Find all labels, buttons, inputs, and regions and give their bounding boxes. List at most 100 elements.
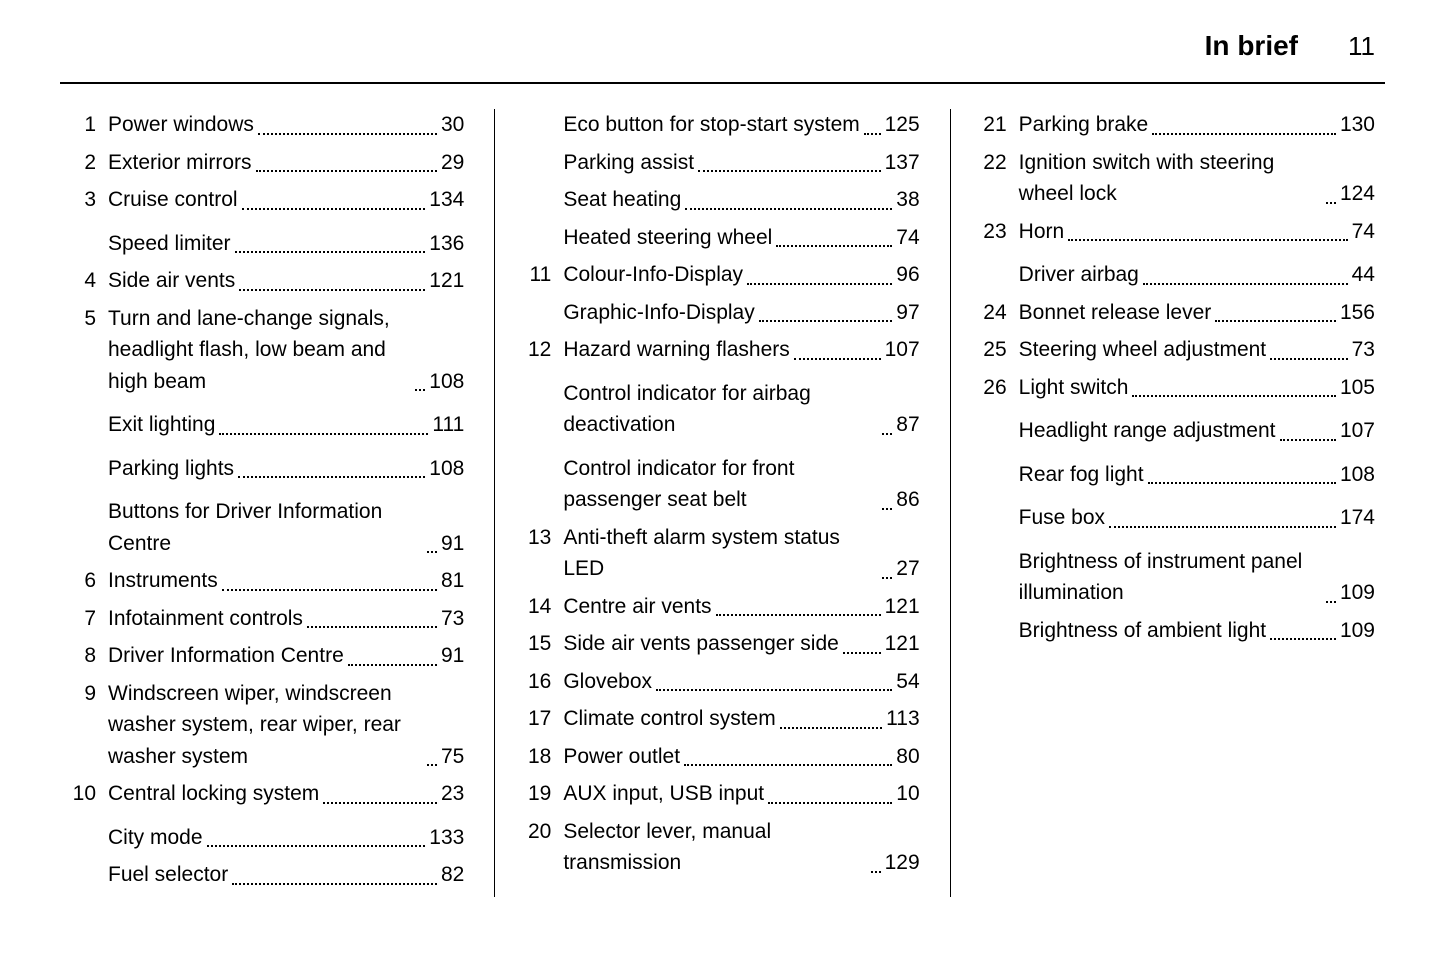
entry-leader-dots <box>1132 395 1336 397</box>
entry-content: Infotainment controls73 <box>108 603 464 635</box>
index-entry: 19AUX input, USB input10 <box>525 778 919 810</box>
index-entry: 23Horn74 <box>981 216 1375 248</box>
entry-label: Climate control system <box>563 703 775 735</box>
entry-number <box>981 459 1019 491</box>
entry-label: AUX input, USB input <box>563 778 764 810</box>
entry-leader-dots <box>871 871 881 873</box>
index-columns: 1Power windows302Exterior mirrors293Crui… <box>60 109 1385 897</box>
entry-content: Bonnet release lever156 <box>1019 297 1375 329</box>
entry-page: 29 <box>441 147 464 179</box>
entry-label: Headlight range adjustment <box>1019 415 1276 447</box>
entry-leader-dots <box>239 289 425 291</box>
entry-label: Speed limiter <box>108 228 231 260</box>
index-entry: 13Anti-theft alarm system status LED27 <box>525 522 919 585</box>
entry-page: 86 <box>896 484 919 516</box>
index-entry: Buttons for Driver Information Centre91 <box>70 496 464 559</box>
index-entry: Control indicator for front passenger se… <box>525 453 919 516</box>
entry-label: Instruments <box>108 565 218 597</box>
entry-leader-dots <box>843 652 881 654</box>
entry-page: 121 <box>885 628 920 660</box>
index-entry: 10Central locking system23 <box>70 778 464 810</box>
entry-label: Ignition switch with steering wheel lock <box>1019 147 1322 210</box>
entry-content: Anti-theft alarm system status LED27 <box>563 522 919 585</box>
entry-leader-dots <box>1280 439 1336 441</box>
entry-label: Exterior mirrors <box>108 147 252 179</box>
entry-page: 44 <box>1352 259 1375 291</box>
entry-label: Rear fog light <box>1019 459 1144 491</box>
entry-label: Brightness of instrument panel illuminat… <box>1019 546 1322 609</box>
entry-page: 97 <box>896 297 919 329</box>
entry-label: Central locking system <box>108 778 319 810</box>
entry-label: Anti-theft alarm system status LED <box>563 522 878 585</box>
entry-number: 22 <box>981 147 1019 210</box>
index-entry: 12Hazard warning flashers107 <box>525 334 919 366</box>
entry-label: Windscreen wiper, windscreen washer syst… <box>108 678 423 773</box>
entry-leader-dots <box>716 614 881 616</box>
entry-leader-dots <box>685 208 892 210</box>
entry-page: 74 <box>896 222 919 254</box>
entry-page: 130 <box>1340 109 1375 141</box>
index-entry: Driver airbag44 <box>981 259 1375 291</box>
page-number: 11 <box>1348 31 1375 62</box>
entry-label: Glovebox <box>563 666 652 698</box>
entry-number <box>525 109 563 141</box>
entry-label: Side air vents <box>108 265 235 297</box>
entry-content: Brightness of instrument panel illuminat… <box>1019 546 1375 609</box>
entry-content: Glovebox54 <box>563 666 919 698</box>
entry-label: Bonnet release lever <box>1019 297 1212 329</box>
index-entry: Brightness of instrument panel illuminat… <box>981 546 1375 609</box>
entry-number: 11 <box>525 259 563 291</box>
entry-leader-dots <box>323 802 437 804</box>
index-entry: Fuse box174 <box>981 502 1375 534</box>
entry-page: 73 <box>441 603 464 635</box>
index-entry: Headlight range adjustment107 <box>981 415 1375 447</box>
entry-content: Brightness of ambient light109 <box>1019 615 1375 647</box>
entry-number: 2 <box>70 147 108 179</box>
entry-leader-dots <box>232 883 437 885</box>
index-entry: Heated steering wheel74 <box>525 222 919 254</box>
entry-page: 108 <box>429 453 464 485</box>
entry-content: Selector lever, manual transmission129 <box>563 816 919 879</box>
entry-number <box>525 453 563 516</box>
entry-page: 38 <box>896 184 919 216</box>
entry-leader-dots <box>242 208 426 210</box>
index-entry: 6Instruments81 <box>70 565 464 597</box>
entry-content: Power outlet80 <box>563 741 919 773</box>
entry-content: Graphic-Info-Display 97 <box>563 297 919 329</box>
entry-label: Graphic-Info-Display <box>563 297 754 329</box>
entry-number: 18 <box>525 741 563 773</box>
entry-leader-dots <box>882 508 892 510</box>
entry-leader-dots <box>684 764 892 766</box>
entry-leader-dots <box>348 664 437 666</box>
entry-label: Steering wheel adjustment <box>1019 334 1266 366</box>
entry-content: Power windows30 <box>108 109 464 141</box>
entry-leader-dots <box>768 802 892 804</box>
entry-label: Side air vents passenger side <box>563 628 839 660</box>
entry-leader-dots <box>207 845 426 847</box>
index-entry: 22Ignition switch with steering wheel lo… <box>981 147 1375 210</box>
entry-leader-dots <box>238 476 425 478</box>
entry-label: Fuel selector <box>108 859 228 891</box>
index-entry: Seat heating38 <box>525 184 919 216</box>
entry-number: 14 <box>525 591 563 623</box>
index-entry: 18Power outlet80 <box>525 741 919 773</box>
entry-number <box>70 228 108 260</box>
entry-page: 75 <box>441 741 464 773</box>
entry-number: 12 <box>525 334 563 366</box>
entry-content: Side air vents121 <box>108 265 464 297</box>
entry-page: 108 <box>1340 459 1375 491</box>
index-entry: Parking assist137 <box>525 147 919 179</box>
entry-leader-dots <box>747 283 892 285</box>
entry-leader-dots <box>427 764 437 766</box>
index-entry: 21Parking brake130 <box>981 109 1375 141</box>
entry-content: Turn and lane-change signals, headlight … <box>108 303 464 398</box>
entry-page: 105 <box>1340 372 1375 404</box>
entry-leader-dots <box>759 320 893 322</box>
index-entry: 15Side air vents passenger side121 <box>525 628 919 660</box>
entry-label: Hazard warning flashers <box>563 334 789 366</box>
entry-page: 124 <box>1340 178 1375 210</box>
entry-content: Rear fog light 108 <box>1019 459 1375 491</box>
entry-number: 19 <box>525 778 563 810</box>
entry-number <box>981 415 1019 447</box>
entry-leader-dots <box>427 551 437 553</box>
